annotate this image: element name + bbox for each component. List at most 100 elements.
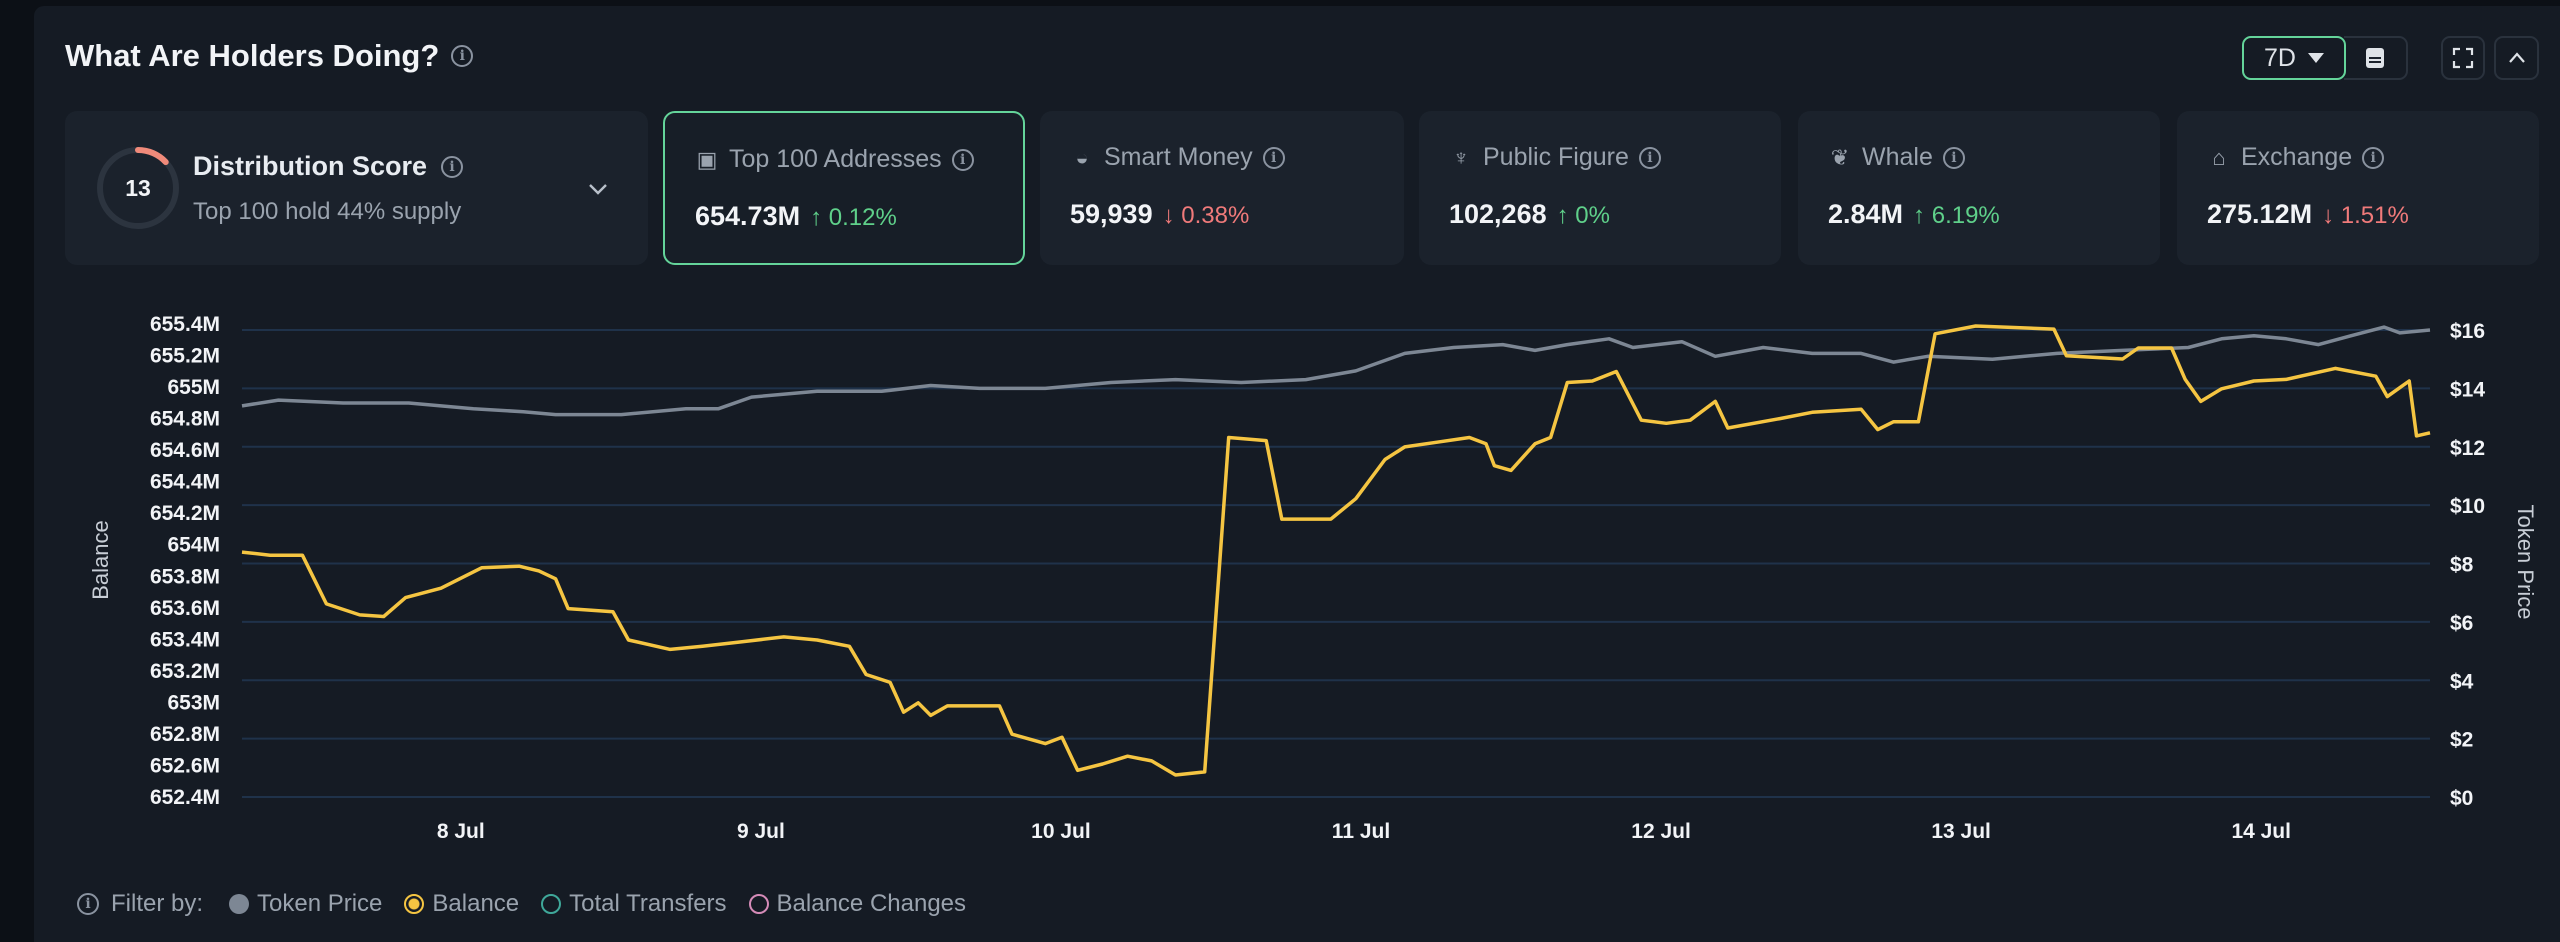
info-icon[interactable]: i <box>951 148 974 171</box>
card-value: 2.84M <box>1828 199 1904 229</box>
x-tick: 12 Jul <box>1631 820 1691 843</box>
series-line-balance <box>241 324 2431 777</box>
card-label: Smart Money <box>1104 143 1253 171</box>
card-label-row: ♆ Public Figure i <box>1449 143 1661 172</box>
card-value-row: 2.84M ↑ 6.19% <box>1828 199 2000 230</box>
holders-chart: $16 $14 $12 $10 $8 $6 $4 $2 $0 655.4M 655.2M 655M 65… <box>88 313 2538 843</box>
card-value: 59,939 <box>1070 199 1153 229</box>
calendar-button[interactable] <box>2344 36 2408 80</box>
money-stack-icon: ▣ <box>696 146 718 172</box>
filter-balance-changes[interactable]: Balance Changes <box>748 890 966 918</box>
card-public-figure[interactable]: ♆ Public Figure i 102,268 ↑ 0% <box>1419 111 1781 265</box>
bank-icon: ⌂ <box>2212 144 2226 170</box>
card-label: Exchange <box>2241 143 2353 171</box>
card-exchange[interactable]: ⌂ Exchange i 275.12M ↓ 1.51% <box>2177 111 2539 265</box>
y-left-tick: 653.4M <box>150 628 220 651</box>
y-right-tick: $6 <box>2450 612 2473 635</box>
filter-item-label: Balance <box>432 890 520 917</box>
card-value: 654.73M <box>695 201 801 231</box>
filter-total-transfers[interactable]: Total Transfers <box>541 890 727 918</box>
card-label-row: ▣ Top 100 Addresses i <box>695 145 974 174</box>
distribution-subtitle: Top 100 hold 44% supply <box>193 198 462 225</box>
card-label: Public Figure <box>1483 143 1629 171</box>
card-smart-money[interactable]: ◒ Smart Money i 59,939 ↓ 0.38% <box>1040 111 1404 265</box>
card-change-value: 1.51% <box>2340 202 2409 229</box>
y-left-tick: 653M <box>167 691 220 714</box>
card-label-row: ❦ Whale i <box>1828 143 1965 172</box>
toggle-dot-icon <box>229 894 250 914</box>
info-icon[interactable]: i <box>1638 146 1661 169</box>
y-left-tick: 652.6M <box>150 754 220 777</box>
y-left-tick: 655.4M <box>150 313 220 336</box>
x-tick: 8 Jul <box>437 820 485 843</box>
y-left-tick: 653.6M <box>150 597 220 620</box>
card-label-row: ⌂ Exchange i <box>2207 143 2385 172</box>
filter-label: Filter by: <box>111 890 204 917</box>
score-arc <box>97 147 179 229</box>
filter-token-price[interactable]: Token Price <box>229 890 382 918</box>
chevron-down-icon[interactable] <box>587 182 609 196</box>
card-label-row: ◒ Smart Money i <box>1070 143 1285 172</box>
arrow-up-icon: ↑ <box>1913 202 1926 229</box>
y-right-tick: $16 <box>2450 320 2485 343</box>
y-left-tick: 654M <box>167 534 220 557</box>
y-right-tick: $8 <box>2450 554 2474 577</box>
card-change: ↓ 0.38% <box>1163 202 1250 230</box>
panel-title: What Are Holders Doing? i <box>65 38 474 74</box>
info-icon[interactable]: i <box>1942 146 1965 169</box>
y-left-tick: 655M <box>167 376 220 399</box>
period-dropdown[interactable]: 7D <box>2242 36 2346 80</box>
sunglasses-icon: ◒ <box>1075 144 1089 170</box>
y-right-tick: $0 <box>2450 787 2473 810</box>
card-whale[interactable]: ❦ Whale i 2.84M ↑ 6.19% <box>1798 111 2160 265</box>
y-left-tick: 654.6M <box>150 439 220 462</box>
x-tick: 14 Jul <box>2231 820 2291 843</box>
fullscreen-button[interactable] <box>2441 36 2485 80</box>
toggle-dot-icon <box>541 894 562 914</box>
card-label: Whale <box>1862 143 1933 171</box>
info-icon[interactable]: i <box>2362 146 2385 169</box>
chevron-up-icon <box>2508 52 2525 63</box>
card-value-row: 102,268 ↑ 0% <box>1449 199 1610 230</box>
y-left-tick: 654.4M <box>150 471 220 494</box>
filter-balance[interactable]: Balance <box>404 890 519 918</box>
y-left-tick: 652.4M <box>150 786 220 809</box>
filter-item-label: Token Price <box>257 890 383 917</box>
card-value-row: 59,939 ↓ 0.38% <box>1070 199 1249 230</box>
info-icon[interactable]: i <box>77 893 99 915</box>
card-change: ↑ 0.12% <box>810 204 897 232</box>
card-change-value: 6.19% <box>1931 202 2000 229</box>
toggle-dot-icon <box>404 894 425 914</box>
info-icon[interactable]: i <box>441 155 464 178</box>
y-right-tick: $14 <box>2450 378 2485 401</box>
y-right-tick: $4 <box>2450 670 2474 693</box>
title-text: What Are Holders Doing? <box>65 38 440 73</box>
distribution-title: Distribution Score i <box>193 151 464 182</box>
arrow-up-icon: ↑ <box>810 204 823 231</box>
card-change: ↓ 1.51% <box>2322 202 2409 230</box>
card-change: ↑ 0% <box>1557 202 1610 230</box>
x-tick: 13 Jul <box>1931 820 1991 843</box>
card-value: 102,268 <box>1449 199 1547 229</box>
x-tick: 11 Jul <box>1332 820 1390 843</box>
y-right-tick: $2 <box>2450 729 2473 752</box>
card-value-row: 275.12M ↓ 1.51% <box>2207 199 2409 230</box>
info-icon[interactable]: i <box>451 45 474 67</box>
calendar-icon <box>2366 48 2384 68</box>
arrow-down-icon: ↓ <box>2322 202 2335 229</box>
score-value: 13 <box>125 175 151 201</box>
collapse-button[interactable] <box>2494 36 2539 80</box>
filter-item-label: Total Transfers <box>569 890 727 917</box>
x-tick: 10 Jul <box>1031 820 1091 843</box>
y-left-tick: 654.2M <box>150 502 220 525</box>
arrow-up-icon: ↑ <box>1556 202 1569 229</box>
public-figure-icon: ♆ <box>1452 144 1470 170</box>
caret-down-icon <box>2307 53 2324 63</box>
y-left-tick: 653.8M <box>150 565 220 588</box>
card-change: ↑ 6.19% <box>1913 202 2000 230</box>
distribution-score-card[interactable]: 13 Distribution Score i Top 100 hold 44%… <box>65 111 648 265</box>
card-top-100-addresses[interactable]: ▣ Top 100 Addresses i 654.73M ↑ 0.12% <box>663 111 1025 265</box>
card-change-value: 0.12% <box>828 204 897 231</box>
distribution-label: Distribution Score <box>193 151 428 181</box>
info-icon[interactable]: i <box>1262 146 1285 169</box>
